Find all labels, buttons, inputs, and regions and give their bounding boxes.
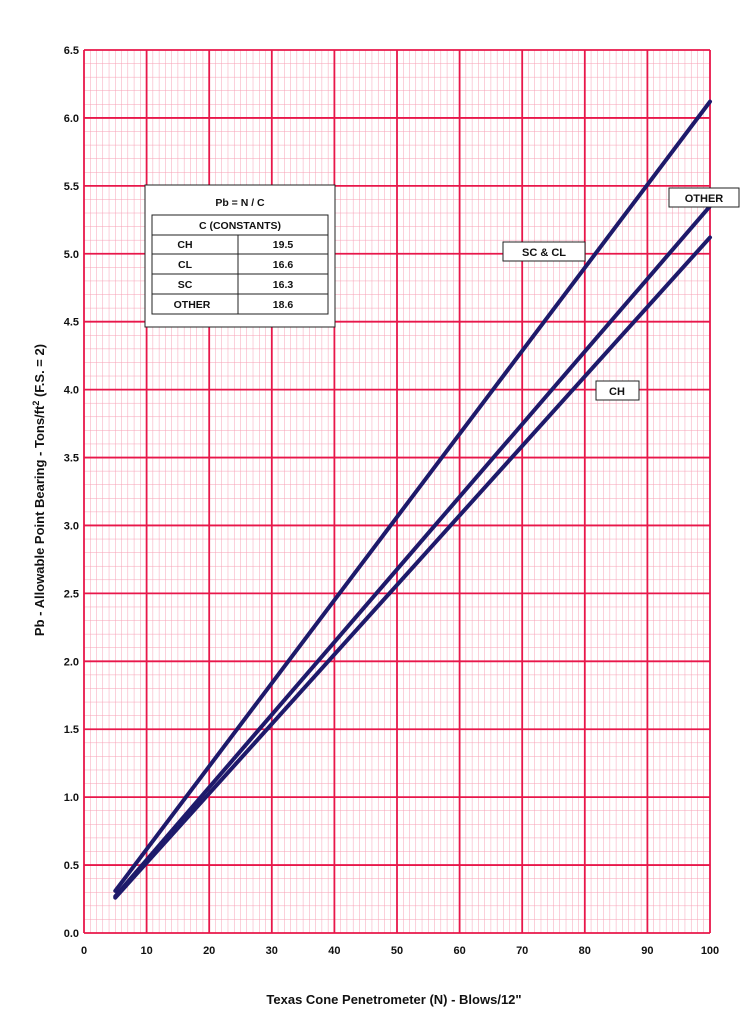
x-tick-label: 90 [641, 945, 653, 957]
x-tick-label: 20 [203, 945, 215, 957]
constants-soil: CL [178, 259, 193, 271]
series-label-ch-box [595, 380, 640, 401]
y-tick-label: 5.5 [64, 181, 79, 193]
x-tick-labels: 0 10 20 30 40 50 60 70 80 90 100 [81, 945, 719, 957]
x-tick-label: 60 [453, 945, 465, 957]
constants-soil: SC [178, 279, 193, 291]
y-tick-label: 4.0 [64, 385, 79, 397]
constants-header: C (CONSTANTS) [199, 220, 281, 232]
y-tick-label: 1.5 [64, 724, 79, 736]
constants-value: 16.6 [273, 259, 294, 271]
y-axis-title-tail: (F.S. = 2) [32, 344, 47, 401]
series-label-sc-cl-text: SC & CL [522, 247, 566, 259]
constants-value: 19.5 [273, 239, 294, 251]
series-label-sc-cl-box [502, 241, 586, 262]
constants-table: Pb = N / C C (CONSTANTS) CH 19.5 CL 16.6… [144, 184, 336, 328]
y-axis-title-main: Pb - Allowable Point Bearing - Tons/ft [32, 405, 47, 636]
series-line-ch [113, 235, 712, 900]
constants-row: OTHER 18.6 [151, 293, 329, 315]
y-tick-label: 3.5 [64, 453, 79, 465]
y-tick-label: 1.0 [64, 792, 79, 804]
x-axis-title: Texas Cone Penetrometer (N) - Blows/12" [266, 992, 521, 1007]
constants-cell [151, 273, 239, 295]
x-tick-label: 30 [266, 945, 278, 957]
y-tick-label: 6.5 [64, 45, 79, 57]
x-tick-label: 80 [579, 945, 591, 957]
x-tick-label: 10 [140, 945, 152, 957]
series-label-sc-cl: SC & CL [502, 241, 586, 262]
constants-formula: Pb = N / C [215, 197, 265, 209]
y-tick-label: 5.0 [64, 249, 79, 261]
x-tick-label: 100 [701, 945, 719, 957]
constants-cell [151, 234, 239, 255]
constants-soil: CH [177, 239, 192, 251]
constants-cell [151, 253, 239, 275]
y-tick-label: 0.5 [64, 860, 79, 872]
constants-cell [237, 293, 329, 315]
series-label-ch: CH [595, 380, 640, 401]
constants-row: SC 16.3 [151, 273, 329, 295]
y-tick-label: 4.5 [64, 317, 79, 329]
y-tick-labels: 0.0 0.5 1.0 1.5 2.0 2.5 3.0 3.5 4.0 4.5 5.0 5.5 6.0 6… [64, 45, 79, 940]
constants-row: CL 16.6 [151, 253, 329, 275]
constants-row: CH 19.5 [151, 234, 329, 255]
y-axis-title-superscript: 2 [31, 401, 41, 406]
y-tick-label: 3.0 [64, 520, 79, 532]
constants-value: 18.6 [273, 299, 294, 311]
x-tick-label: 40 [328, 945, 340, 957]
x-tick-label: 50 [391, 945, 403, 957]
series-label-other-text: OTHER [685, 193, 724, 205]
constants-value: 16.3 [273, 279, 294, 291]
series-label-other: OTHER [668, 187, 740, 208]
series-label-ch-text: CH [609, 386, 625, 398]
series-line-sc-cl [113, 99, 712, 893]
constants-soil: OTHER [174, 299, 211, 311]
y-tick-label: 2.5 [64, 588, 79, 600]
y-tick-label: 0.0 [64, 928, 79, 940]
series-label-other-box [668, 187, 740, 208]
x-tick-label: 70 [516, 945, 528, 957]
y-axis-title: Pb - Allowable Point Bearing - Tons/ft2 … [31, 344, 47, 636]
y-tick-label: 6.0 [64, 113, 79, 125]
y-tick-label: 2.0 [64, 656, 79, 668]
x-tick-label: 0 [81, 945, 87, 957]
series-line-other [113, 204, 712, 899]
series-lines [113, 99, 712, 900]
